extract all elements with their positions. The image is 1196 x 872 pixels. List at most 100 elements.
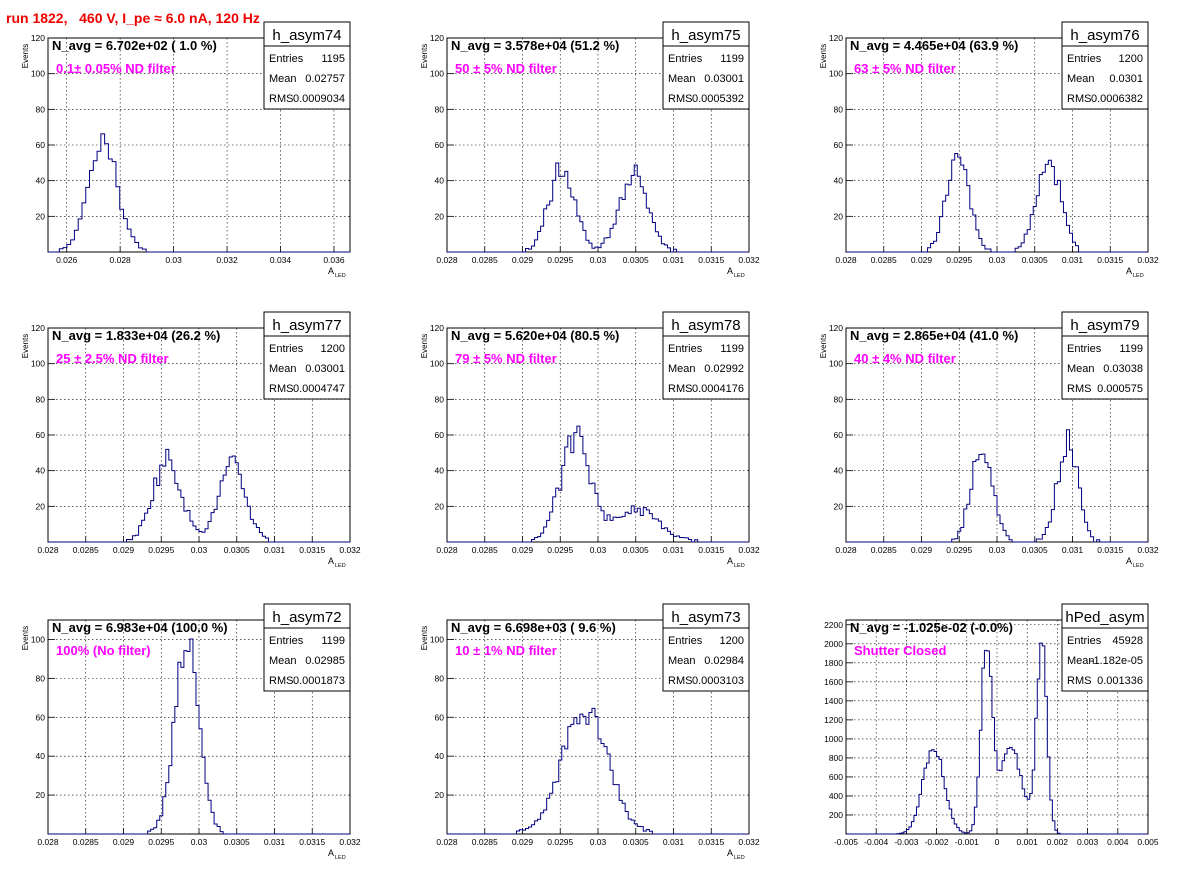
y-tick-label: 800 <box>829 753 843 763</box>
x-axis-label-subscript: LED <box>335 563 346 569</box>
x-axis-label: A <box>1126 266 1132 276</box>
x-tick-label: 0.005 <box>1137 837 1159 847</box>
x-tick-label: 0.026 <box>56 255 78 265</box>
y-tick-label: 120 <box>31 33 45 43</box>
y-tick-label: 60 <box>36 712 46 722</box>
x-tick-label: 0.032 <box>1137 255 1159 265</box>
y-tick-label: 200 <box>829 810 843 820</box>
x-tick-label: 0.0305 <box>1022 255 1048 265</box>
x-tick-label: 0.032 <box>339 837 361 847</box>
x-tick-label: 0.031 <box>663 255 685 265</box>
x-tick-label: 0.004 <box>1107 837 1129 847</box>
histogram-line <box>48 448 350 543</box>
histogram-name: h_asym74 <box>272 27 341 44</box>
stat-value: 0.0005392 <box>692 93 744 105</box>
stat-value: 0.0004176 <box>692 383 744 395</box>
x-axis-label: A <box>328 848 334 858</box>
x-axis-label: A <box>727 266 733 276</box>
x-tick-label: 0.034 <box>270 255 292 265</box>
x-tick-label: 0.0315 <box>698 255 724 265</box>
y-tick-label: 60 <box>834 430 844 440</box>
y-axis-label: Events <box>819 334 828 358</box>
stat-name: Mean <box>269 655 297 667</box>
x-tick-label: 0.0305 <box>623 837 649 847</box>
y-tick-label: 100 <box>829 69 843 79</box>
stat-value: -1.182e-05 <box>1090 655 1143 667</box>
histogram-panel-h_asym75: 0.028 0.0285 0.029 0.0295 0.03 0.0305 0.031 0.0… <box>420 21 760 279</box>
x-tick-label: -0.004 <box>864 837 888 847</box>
histogram-panel-h_asym74: 0.026 0.028 0.03 0.032 0.034 0.036 20 40 60 80 100… <box>21 21 351 279</box>
histogram-name: h_asym72 <box>272 609 341 626</box>
y-tick-label: 40 <box>36 466 46 476</box>
y-tick-label: 120 <box>31 323 45 333</box>
x-axis-label: A <box>727 556 733 566</box>
x-tick-label: 0.028 <box>37 545 59 555</box>
histogram-panel-h_asym79: 0.028 0.0285 0.029 0.0295 0.03 0.0305 0.031 0.0… <box>819 311 1159 569</box>
y-axis-label: Events <box>420 44 429 68</box>
x-axis-label-subscript: LED <box>1133 273 1144 279</box>
y-tick-label: 100 <box>430 359 444 369</box>
stats-title-box <box>263 603 351 629</box>
x-tick-label: 0.031 <box>1062 545 1084 555</box>
filter-label: 100% (No filter) <box>56 643 151 658</box>
stat-name: Entries <box>269 635 304 647</box>
stat-value: 0.03038 <box>1103 363 1143 375</box>
x-tick-label: 0.031 <box>663 837 685 847</box>
histogram-name: h_asym77 <box>272 317 341 334</box>
x-tick-label: 0.032 <box>738 545 760 555</box>
stat-name: Entries <box>1067 53 1102 65</box>
stat-value: 1199 <box>720 53 744 65</box>
x-tick-label: 0.029 <box>512 837 534 847</box>
y-tick-label: 1200 <box>824 715 843 725</box>
y-tick-label: 400 <box>829 791 843 801</box>
stat-name: Mean <box>269 363 297 375</box>
stat-value: 0.0009034 <box>293 93 345 105</box>
x-tick-label: 0.0305 <box>224 837 250 847</box>
x-tick-label: 0.003 <box>1077 837 1099 847</box>
x-tick-label: -0.002 <box>925 837 949 847</box>
x-tick-label: 0.028 <box>436 255 458 265</box>
stat-name: Entries <box>269 343 304 355</box>
stats-title-box <box>1061 603 1149 629</box>
y-tick-label: 80 <box>36 394 46 404</box>
x-tick-label: 0.0285 <box>871 545 897 555</box>
navg-label: N_avg = 3.578e+04 (51.2 %) <box>451 38 619 53</box>
stat-name: Mean <box>668 73 696 85</box>
stat-value: 45928 <box>1112 635 1143 647</box>
stats-box <box>1061 45 1149 110</box>
stat-value: 0.0004747 <box>293 383 345 395</box>
y-tick-label: 40 <box>36 176 46 186</box>
histogram-name: h_asym75 <box>671 27 740 44</box>
x-tick-label: 0.031 <box>663 545 685 555</box>
stat-name: RMS <box>1067 675 1091 687</box>
x-tick-label: 0.0295 <box>547 837 573 847</box>
stat-name: Entries <box>269 53 304 65</box>
navg-label: N_avg = 5.620e+04 (80.5 %) <box>451 328 619 343</box>
x-tick-label: -0.003 <box>894 837 918 847</box>
y-tick-label: 60 <box>834 140 844 150</box>
y-tick-label: 1600 <box>824 677 843 687</box>
x-tick-label: 0.0315 <box>1097 255 1123 265</box>
stats-box <box>263 45 351 110</box>
y-axis-label: Events <box>21 334 30 358</box>
histogram-panel-h_asym78: 0.028 0.0285 0.029 0.0295 0.03 0.0305 0.031 0.0… <box>420 311 760 569</box>
x-tick-label: 0.032 <box>339 545 361 555</box>
stat-name: Entries <box>1067 635 1102 647</box>
histogram-line <box>447 707 749 835</box>
y-tick-label: 20 <box>435 501 445 511</box>
x-tick-label: 0.032 <box>1137 545 1159 555</box>
filter-label: 25 ± 2.5% ND filter <box>56 351 169 366</box>
x-tick-label: 0.031 <box>264 837 286 847</box>
y-tick-label: 2000 <box>824 639 843 649</box>
histogram-line <box>48 638 350 835</box>
stats-box <box>263 335 351 400</box>
stats-box <box>1061 335 1149 400</box>
x-tick-label: 0.03 <box>989 545 1006 555</box>
stats-title-box <box>1061 21 1149 47</box>
y-tick-label: 20 <box>435 211 445 221</box>
x-tick-label: 0.0305 <box>623 545 649 555</box>
x-tick-label: 0.0285 <box>472 837 498 847</box>
stat-value: 1195 <box>321 53 345 65</box>
stat-value: 0.000575 <box>1097 383 1143 395</box>
x-tick-label: 0.0305 <box>623 255 649 265</box>
